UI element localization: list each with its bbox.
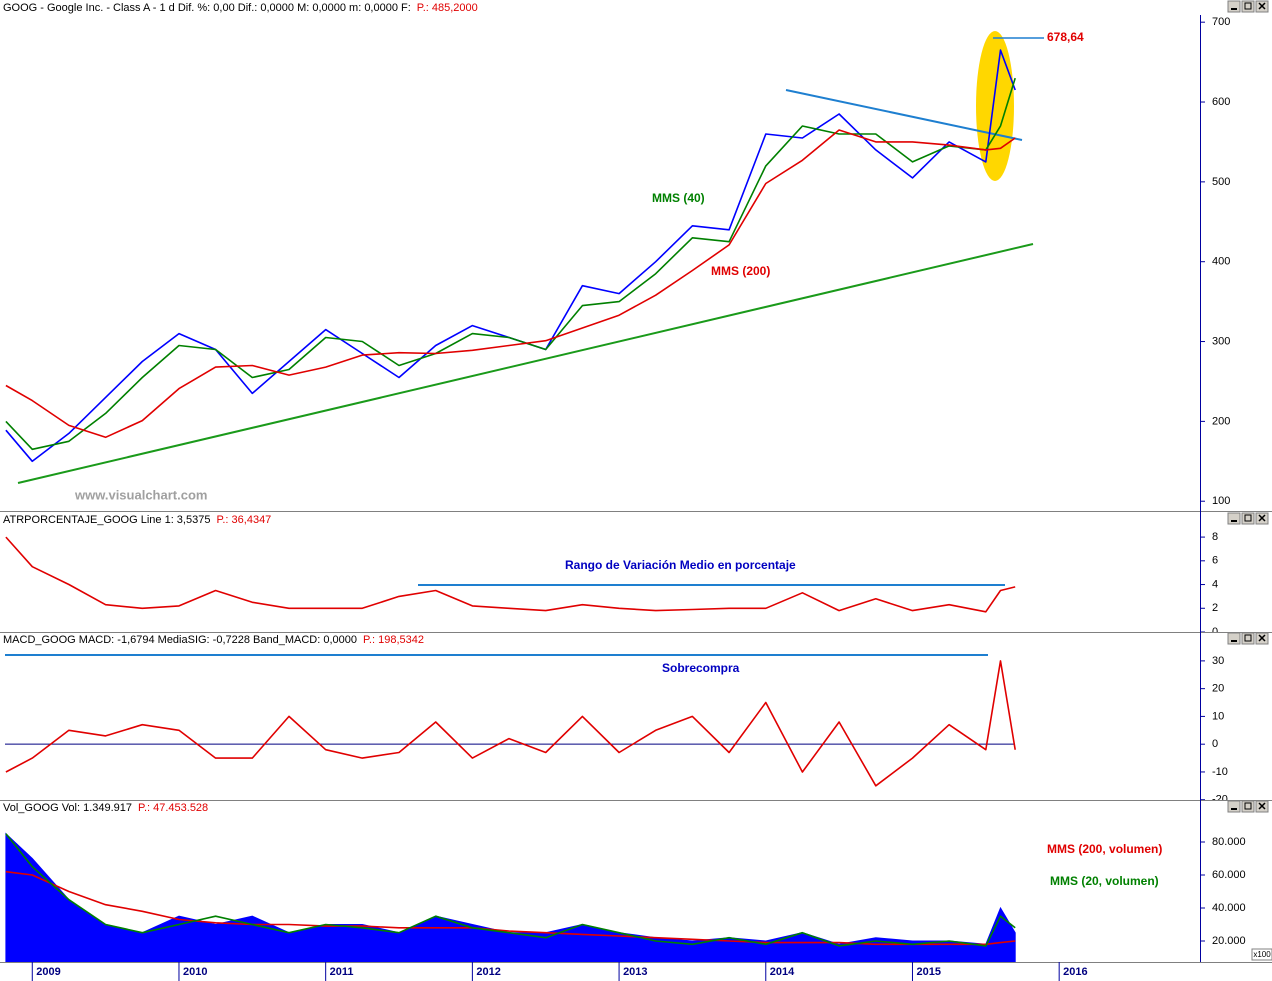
y-tick-label: 80.000 <box>1212 836 1246 848</box>
series-label: MMS (40) <box>652 191 705 205</box>
icon <box>1244 802 1252 810</box>
panel: 100 200 300 400 500 600 700 <box>5 16 1230 507</box>
icon <box>1258 2 1266 10</box>
window-button-max[interactable] <box>1241 632 1255 645</box>
unit-label: x100 <box>1253 950 1271 959</box>
y-tick-label: 6 <box>1212 555 1218 567</box>
y-tick-label: -10 <box>1212 766 1228 778</box>
y-tick-label: 500 <box>1212 176 1230 188</box>
y-tick-label: 600 <box>1212 96 1230 108</box>
series-label: MMS (200, volumen) <box>1047 842 1162 856</box>
annotation: Sobrecompra <box>662 661 740 675</box>
x-tick-label: 2009 <box>36 966 60 978</box>
annotation: Rango de Variación Medio en porcentaje <box>565 558 796 572</box>
panel-header: Vol_GOOG Vol: 1.349.917 <box>3 802 132 814</box>
y-tick-label: 100 <box>1212 495 1230 507</box>
x-tick-label: 2011 <box>330 966 354 978</box>
window-button-max[interactable] <box>1241 0 1255 13</box>
y-tick-label: 4 <box>1212 578 1218 590</box>
x-tick-label: 2016 <box>1063 966 1087 978</box>
series-line <box>5 129 1016 439</box>
window-button-min[interactable] <box>1227 0 1241 13</box>
icon <box>1258 802 1266 810</box>
series-line <box>5 833 1016 947</box>
window-button-min[interactable] <box>1227 512 1241 525</box>
y-tick-label: 20.000 <box>1212 935 1246 947</box>
panel-header: ATRPORCENTAJE_GOOG Line 1: 3,5375 <box>3 514 210 526</box>
series-label: MMS (20, volumen) <box>1050 874 1159 888</box>
icon <box>1244 514 1252 522</box>
y-tick-label: 30 <box>1212 655 1224 667</box>
support-trendline <box>17 243 1034 484</box>
icon <box>1244 634 1252 642</box>
y-tick-label: 8 <box>1212 531 1218 543</box>
window-buttons <box>1227 0 1269 813</box>
max-label: 678,64 <box>1047 30 1084 44</box>
panel-header-value: P.: 47.453.528 <box>138 802 208 814</box>
y-tick-label: 10 <box>1212 710 1224 722</box>
y-tick-label: 300 <box>1212 335 1230 347</box>
panel-header: GOOG - Google Inc. - Class A - 1 d Dif. … <box>3 2 411 14</box>
panel-header-value: P.: 485,2000 <box>417 2 478 14</box>
resistance-trendline <box>785 89 1023 141</box>
window-button-max[interactable] <box>1241 512 1255 525</box>
panel-header-value: P.: 198,5342 <box>363 634 424 646</box>
series-line <box>5 660 1016 787</box>
series-line <box>5 536 1016 613</box>
panel-header: MACD_GOOG MACD: -1,6794 MediaSIG: -0,722… <box>3 634 357 646</box>
panel: 30 20 10 0 -10 -20 <box>5 655 1228 806</box>
y-tick-label: 20 <box>1212 683 1224 695</box>
y-tick-label: 700 <box>1212 16 1230 28</box>
x-tick-label: 2012 <box>476 966 500 978</box>
frames <box>0 15 1272 963</box>
window-button-min[interactable] <box>1227 632 1241 645</box>
y-tick-label: -20 <box>1212 794 1228 806</box>
y-tick-label: 400 <box>1212 256 1230 268</box>
window-button-max[interactable] <box>1241 800 1255 813</box>
icon <box>1258 514 1266 522</box>
panel: 0 2 4 6 8 <box>5 531 1218 638</box>
y-tick-label: 200 <box>1212 415 1230 427</box>
window-button-min[interactable] <box>1227 800 1241 813</box>
panel-header-value: P.: 36,4347 <box>216 514 271 526</box>
x-tick-label: 2014 <box>770 966 795 978</box>
x-tick-label: 2015 <box>916 966 940 978</box>
y-tick-label: 60.000 <box>1212 869 1246 881</box>
y-tick-label: 2 <box>1212 602 1218 614</box>
x-tick-label: 2010 <box>183 966 207 978</box>
unit-box <box>1251 948 1272 961</box>
icon <box>1258 634 1266 642</box>
series-line <box>5 870 1016 946</box>
y-tick-label: 0 <box>1212 626 1218 638</box>
y-tick-label: 40.000 <box>1212 902 1246 914</box>
series-label: MMS (200) <box>711 264 770 278</box>
watermark: www.visualchart.com <box>74 487 207 502</box>
highlight-ellipse <box>976 31 1014 181</box>
icon <box>1244 2 1252 10</box>
panel: 20.000 40.000 60.000 80.000 <box>5 832 1246 962</box>
x-tick-label: 2013 <box>623 966 647 978</box>
marks: 100200300400500600700024683020100-10-202… <box>5 16 1246 962</box>
y-tick-label: 0 <box>1212 738 1218 750</box>
